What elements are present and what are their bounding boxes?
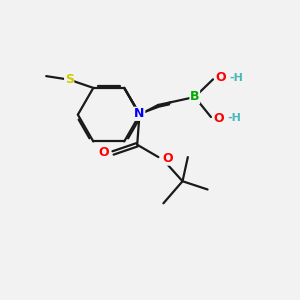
Text: -H: -H xyxy=(229,73,243,83)
Text: O: O xyxy=(213,112,224,125)
Text: N: N xyxy=(134,107,145,120)
Text: O: O xyxy=(98,146,109,160)
Text: -H: -H xyxy=(227,113,241,124)
Text: O: O xyxy=(215,71,226,84)
Text: S: S xyxy=(65,73,74,86)
Text: B: B xyxy=(190,91,200,103)
Text: O: O xyxy=(162,152,172,165)
